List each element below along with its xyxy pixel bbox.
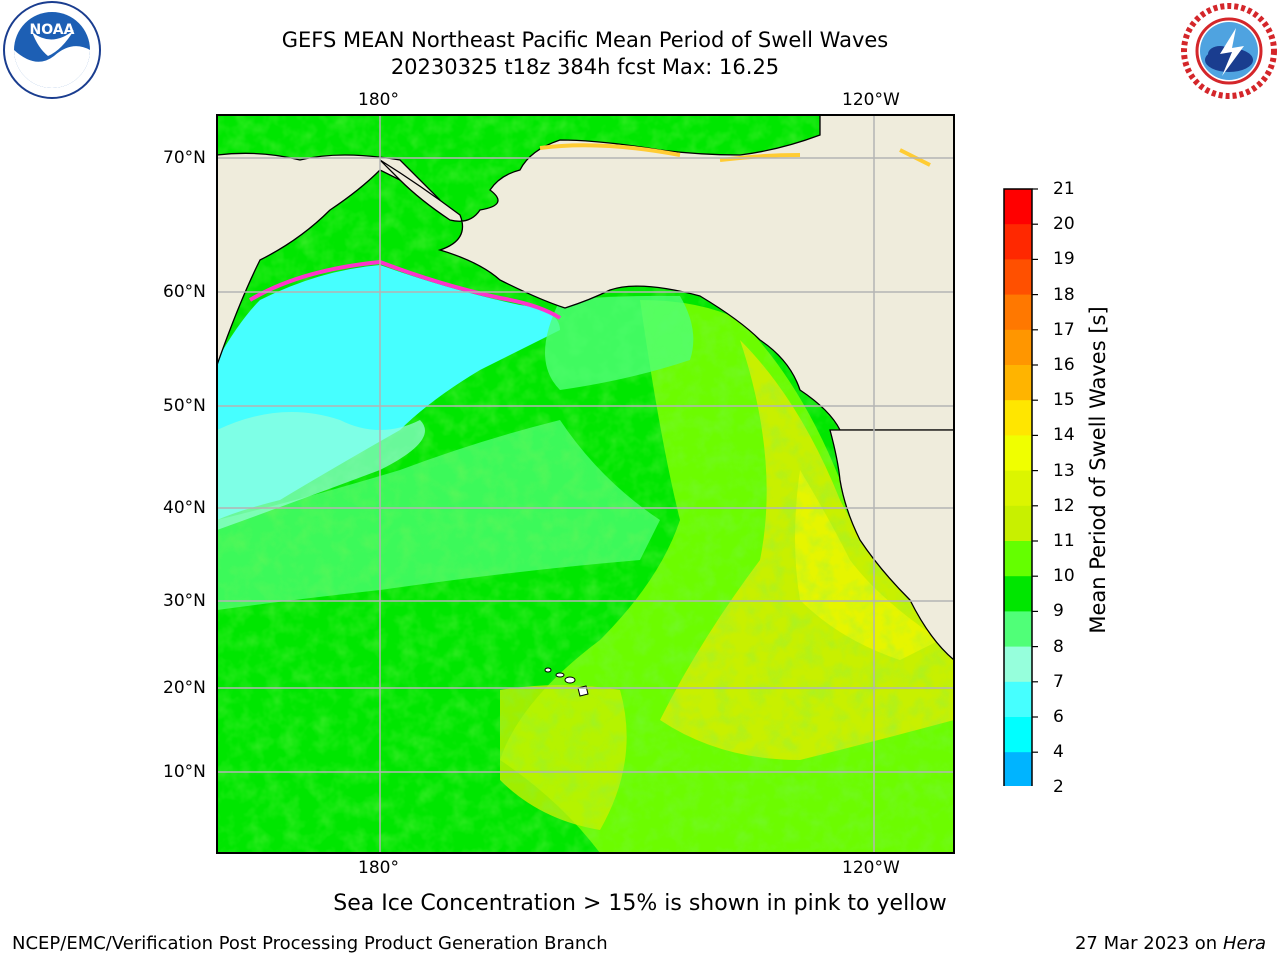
colorbar-segment (1004, 400, 1032, 436)
colorbar-segment (1004, 470, 1032, 507)
colorbar-tick-label: 12 (1053, 495, 1075, 516)
lat-label-70n: 70°N (163, 148, 206, 168)
colorbar-segment (1004, 681, 1032, 718)
footer-host: Hera (1222, 933, 1266, 954)
lat-label-20n: 20°N (163, 678, 206, 698)
colorbar-segment (1004, 541, 1032, 577)
colorbar-tick-label: 15 (1053, 390, 1075, 411)
swell-zone-9s-north (217, 412, 425, 530)
colorbar-tick-label: 18 (1053, 284, 1075, 305)
colorbar-segment (1004, 329, 1032, 366)
colorbar (1003, 188, 1038, 786)
lat-label-40n: 40°N (163, 498, 206, 518)
colorbar-segment (1004, 365, 1032, 401)
colorbar-segment (1004, 435, 1032, 472)
colorbar-tick-label: 2 (1053, 777, 1064, 798)
colorbar-tick-label: 4 (1053, 742, 1064, 763)
land-north-america (829, 429, 954, 661)
svg-text:NOAA: NOAA (30, 22, 75, 38)
lon-label-top-120w: 120°W (842, 90, 900, 110)
lon-label-top-180: 180° (358, 90, 399, 110)
lat-label-30n: 30°N (163, 591, 206, 611)
colorbar-tick-label: 16 (1053, 355, 1075, 375)
colorbar-segment (1004, 224, 1032, 260)
colorbar-tick-label: 19 (1053, 249, 1075, 270)
sea-ice-caption: Sea Ice Concentration > 15% is shown in … (333, 891, 947, 916)
colorbar-tick-label: 8 (1053, 636, 1064, 657)
colorbar-segment (1004, 611, 1032, 648)
title-line-1: GEFS MEAN Northeast Pacific Mean Period … (281, 28, 889, 52)
map-frame (216, 114, 955, 854)
nws-logo (1180, 2, 1278, 100)
footer-date: 27 Mar 2023 on Hera (1075, 933, 1266, 955)
colorbar-segment (1004, 189, 1032, 225)
land-alaska (379, 115, 954, 431)
sea-ice-fringe (248, 259, 562, 320)
colorbar-segment (1004, 646, 1032, 683)
colorbar-label: Mean Period of Swell Waves [s] (1086, 306, 1110, 634)
colorbar-segment (1004, 505, 1032, 542)
title-line-2: 20230325 t18z 384h fcst Max: 16.25 (390, 55, 780, 79)
noaa-logo: NOAA (2, 0, 102, 100)
colorbar-tick-label: 14 (1053, 425, 1075, 446)
swell-zone-gulf (545, 295, 694, 390)
colorbar-tick-label: 20 (1053, 214, 1075, 235)
colorbar-segment (1004, 294, 1032, 331)
lon-label-bottom-180: 180° (358, 858, 399, 878)
colorbar-tick-label: 7 (1053, 671, 1064, 692)
lat-label-10n: 10°N (163, 762, 206, 782)
colorbar-tick-label: 10 (1053, 566, 1075, 587)
colorbar-tick-label: 17 (1053, 319, 1075, 340)
colorbar-segment (1004, 717, 1032, 753)
footer-branch: NCEP/EMC/Verification Post Processing Pr… (12, 933, 608, 954)
lat-label-60n: 60°N (163, 282, 206, 302)
lon-label-bottom-120w: 120°W (842, 858, 900, 878)
colorbar-tick-label: 9 (1053, 601, 1064, 622)
colorbar-segment (1004, 576, 1032, 612)
colorbar-segment (1004, 259, 1032, 296)
colorbar-tick-label: 6 (1053, 707, 1064, 727)
colorbar-segment (1004, 752, 1032, 786)
colorbar-tick-label: 21 (1053, 179, 1075, 199)
colorbar-tick-label: 11 (1053, 531, 1075, 551)
lat-label-50n: 50°N (163, 396, 206, 416)
colorbar-frame (1003, 188, 1033, 786)
colorbar-tick-label: 13 (1053, 460, 1075, 481)
footer-date-text: 27 Mar 2023 on (1074, 933, 1218, 954)
